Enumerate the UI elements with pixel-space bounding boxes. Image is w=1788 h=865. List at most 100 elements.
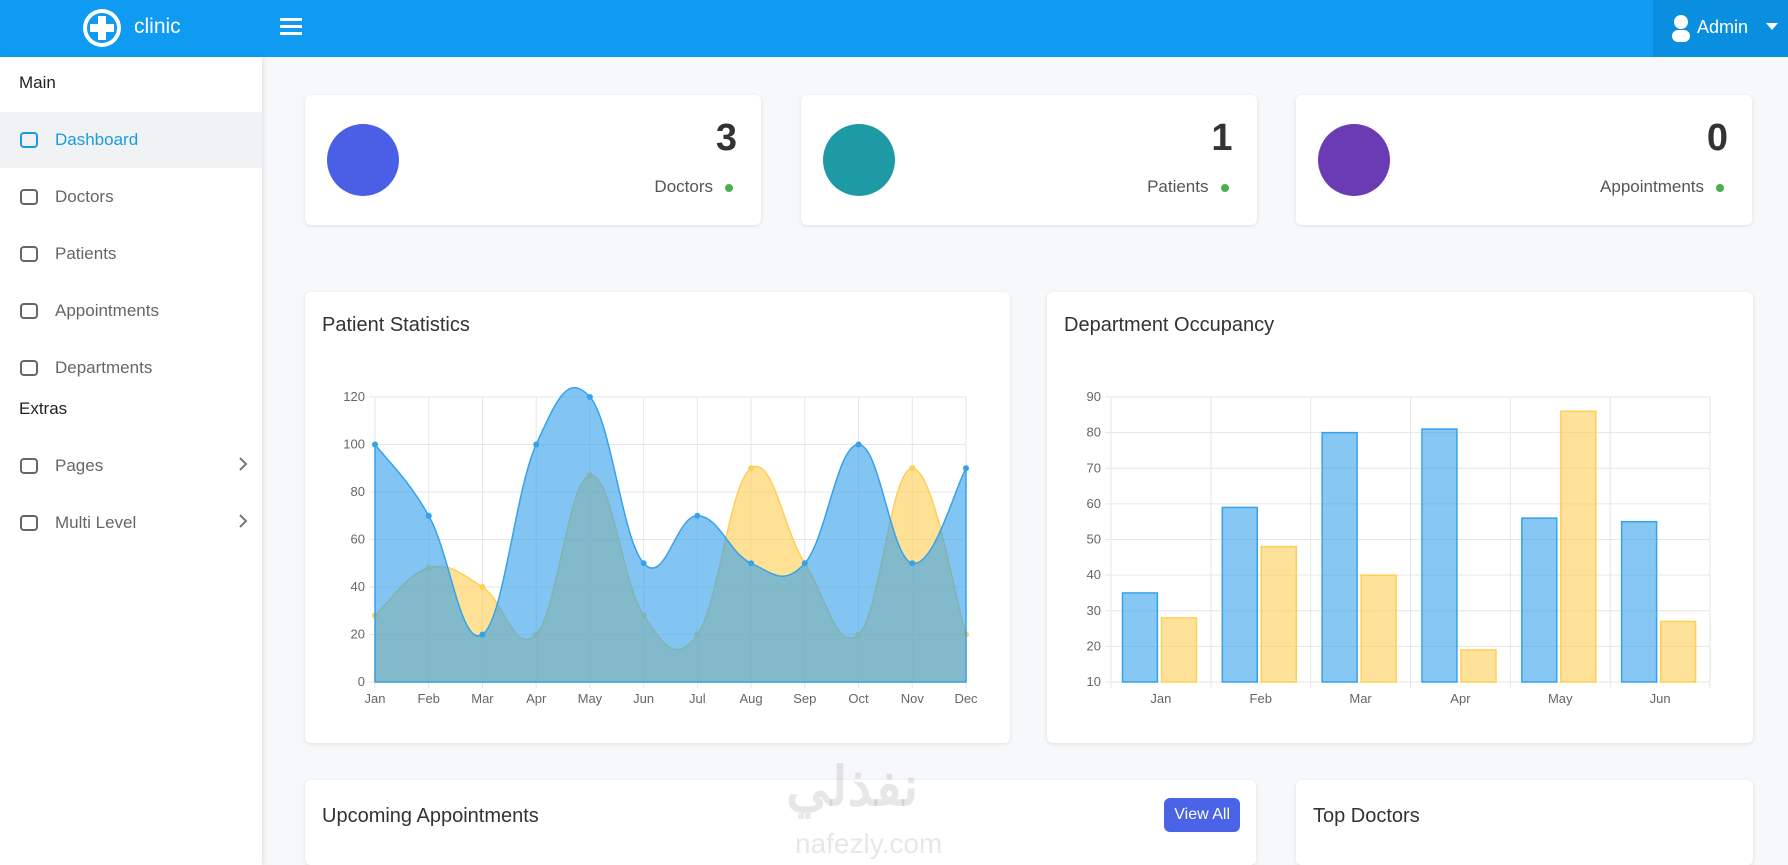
- user-menu[interactable]: Admin: [1653, 0, 1788, 57]
- x-tick-label: Oct: [848, 691, 869, 706]
- watermark: نفذلي: [786, 757, 919, 817]
- x-tick-label: Apr: [1450, 691, 1471, 706]
- point: [694, 512, 701, 519]
- x-tick-label: Jun: [633, 691, 654, 706]
- y-tick-label: 80: [351, 484, 365, 499]
- x-tick-label: Mar: [1349, 691, 1372, 706]
- bar: [1160, 617, 1198, 683]
- point: [479, 584, 486, 590]
- nav-label: Multi Level: [55, 513, 137, 532]
- stat-card: 3 Doctors: [305, 95, 761, 225]
- point: [640, 560, 647, 567]
- menu-toggle[interactable]: [280, 17, 302, 37]
- chevron: [239, 514, 248, 528]
- bar: [1460, 649, 1497, 683]
- avatar: [1672, 15, 1690, 42]
- chart-card: Patient Statistics 0 20 40 60 80 100 120 Jan Feb…: [305, 292, 1010, 743]
- nav-icon: [20, 303, 38, 319]
- point: [372, 441, 378, 448]
- chart-title: Patient Statistics: [322, 314, 470, 336]
- bar: [1321, 431, 1358, 683]
- nav-item[interactable]: Doctors: [0, 169, 262, 225]
- y-tick-label: 20: [351, 627, 365, 642]
- brand[interactable]: clinic: [134, 15, 181, 38]
- y-tick-label: 40: [1087, 567, 1101, 582]
- y-tick-label: 60: [351, 532, 365, 547]
- stat-value: 3: [715, 117, 737, 159]
- point: [425, 512, 432, 519]
- logo: [83, 9, 121, 47]
- nav-icon: [20, 515, 38, 531]
- section-title: Main: [19, 73, 56, 92]
- sidebar: Main Dashboard Doctors Patients Appointments…: [0, 57, 262, 865]
- point: [748, 465, 755, 472]
- nav-icon: [20, 360, 38, 376]
- nav-label: Dashboard: [55, 130, 139, 149]
- area: [374, 386, 967, 683]
- panel-title: Upcoming Appointments: [322, 805, 539, 827]
- nav-item[interactable]: Departments: [0, 340, 262, 396]
- bar: [1421, 428, 1458, 683]
- chart: 0 20 40 60 80 100 120 Jan Feb Mar Apr May Jun Jul Aug S…: [343, 386, 978, 706]
- x-tick-label: Sep: [793, 691, 816, 706]
- x-tick-label: Jul: [689, 691, 706, 706]
- view-all-button[interactable]: View All: [1164, 798, 1240, 832]
- nav-item[interactable]: Multi Level: [0, 495, 262, 551]
- panel: Top Doctors: [1296, 780, 1753, 865]
- status-dot: [725, 184, 733, 192]
- status-dot: [1716, 184, 1724, 192]
- chart: 10 20 30 40 50 60 70 80 90 Jan Feb Mar Apr May Jun: [1087, 389, 1711, 706]
- bar: [1521, 517, 1558, 683]
- x-tick-label: Apr: [526, 691, 547, 706]
- chevron: [239, 457, 248, 471]
- point: [801, 560, 808, 567]
- bar: [1659, 620, 1697, 683]
- nav-label: Patients: [55, 244, 117, 263]
- y-tick-label: 60: [1087, 496, 1101, 511]
- x-tick-label: Mar: [471, 691, 494, 706]
- y-tick-label: 20: [1087, 638, 1101, 653]
- bar: [1620, 520, 1658, 683]
- nav-label: Pages: [55, 456, 104, 475]
- x-tick-label: Feb: [418, 691, 440, 706]
- chart-title: Department Occupancy: [1064, 314, 1275, 336]
- stat-card: 0 Appointments: [1296, 95, 1752, 225]
- x-tick-label: Nov: [901, 691, 925, 706]
- stat-value: 0: [1706, 117, 1728, 159]
- stat-label: Patients: [1147, 177, 1209, 196]
- x-tick-label: Jan: [365, 691, 386, 706]
- user-name: Admin: [1697, 17, 1749, 37]
- x-tick-label: May: [578, 691, 603, 706]
- panel: Upcoming Appointments View All: [305, 780, 1256, 865]
- caret: [1766, 23, 1778, 30]
- nav-item[interactable]: Pages: [0, 438, 262, 494]
- stat-icon: [327, 124, 399, 196]
- y-tick-label: 120: [343, 389, 365, 404]
- point: [479, 631, 486, 638]
- x-tick-label: Jan: [1150, 691, 1171, 706]
- stat-icon: [822, 124, 895, 196]
- point: [909, 465, 916, 472]
- bar: [1221, 506, 1259, 683]
- y-tick-label: 40: [351, 579, 365, 594]
- x-tick-label: Aug: [740, 691, 763, 706]
- stat-value: 1: [1211, 117, 1233, 159]
- nav-icon: [20, 132, 38, 148]
- nav-item[interactable]: Appointments: [0, 283, 262, 339]
- y-tick-label: 50: [1087, 532, 1101, 547]
- watermark: nafezly.com: [795, 828, 943, 859]
- status-dot: [1220, 184, 1229, 192]
- y-tick-label: 90: [1087, 389, 1101, 404]
- nav-item[interactable]: Patients: [0, 226, 262, 282]
- point: [909, 560, 916, 567]
- y-tick-label: 80: [1087, 425, 1101, 440]
- bar: [1121, 592, 1159, 683]
- header: clinic: [0, 0, 1788, 57]
- x-tick-label: May: [1548, 691, 1573, 706]
- nav-item[interactable]: Dashboard: [0, 112, 262, 168]
- y-tick-label: 30: [1087, 603, 1101, 618]
- nav-label: Departments: [55, 358, 153, 377]
- point: [963, 465, 969, 472]
- y-tick-label: 10: [1087, 674, 1101, 689]
